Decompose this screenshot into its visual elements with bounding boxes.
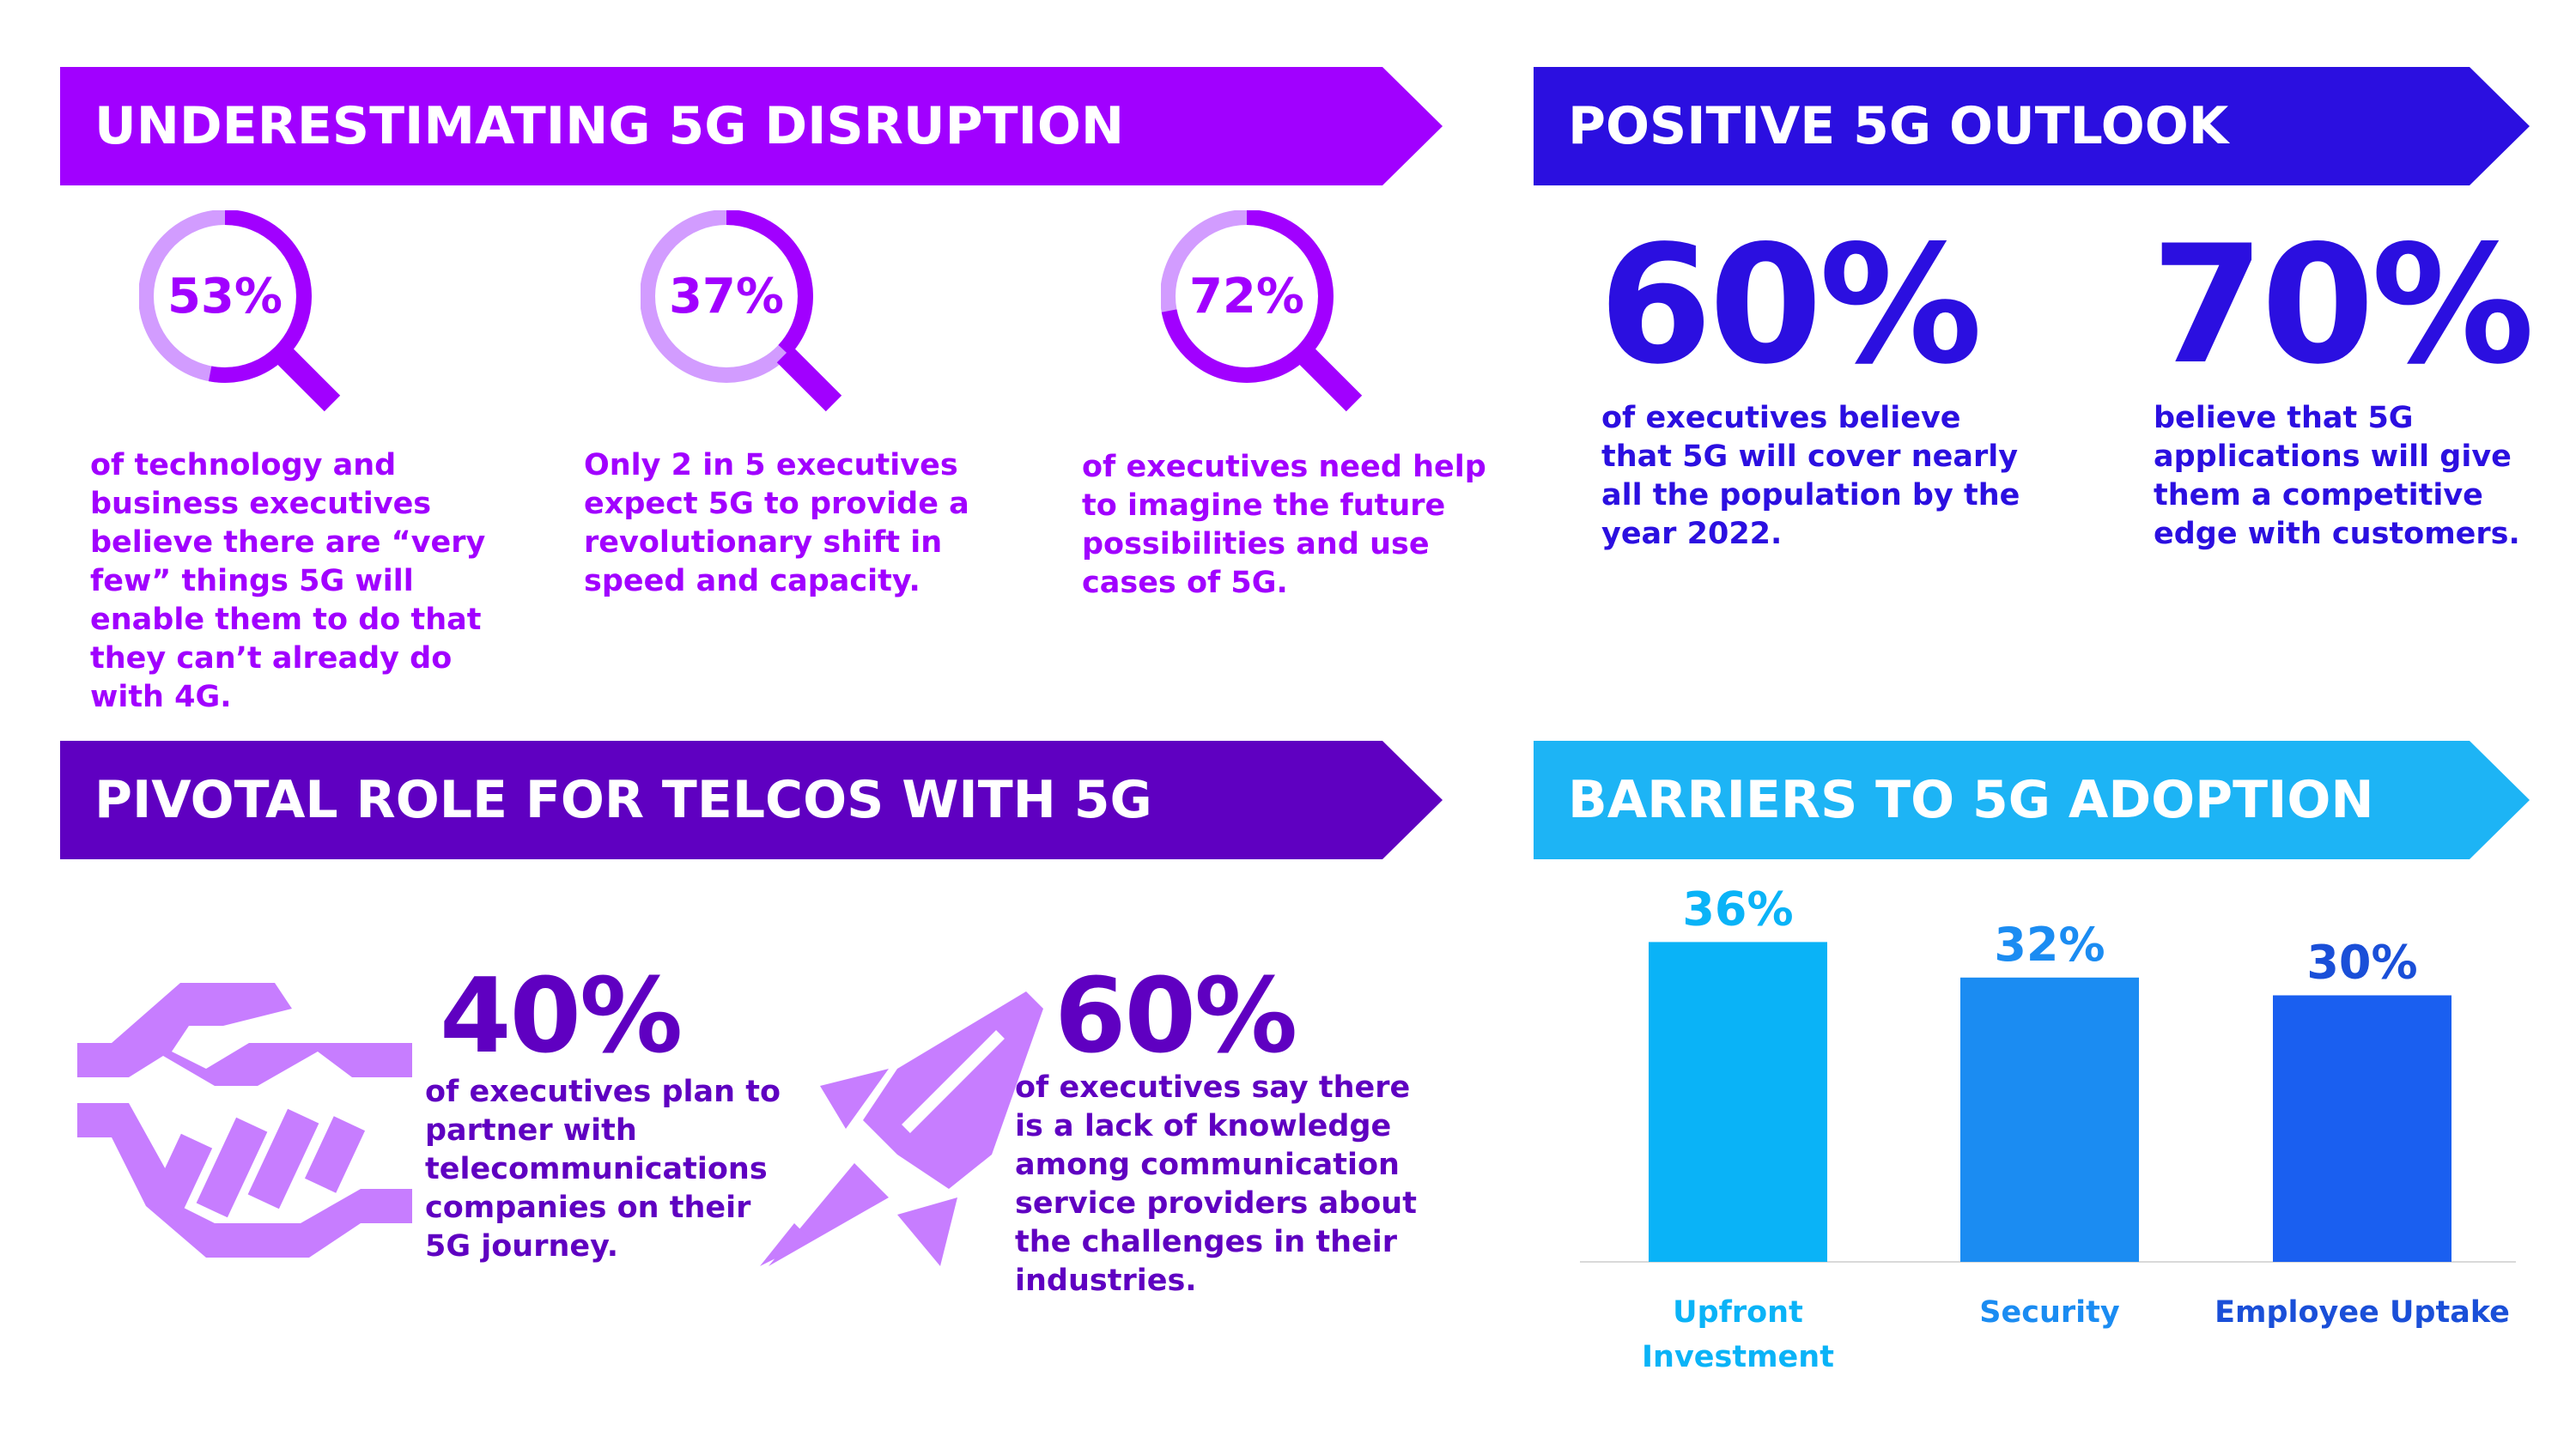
desc-line: of technology and: [90, 448, 397, 482]
desc-line: companies on their: [425, 1191, 751, 1225]
desc-line: of executives plan to: [425, 1075, 781, 1109]
banner-title: POSITIVE 5G OUTLOOK: [1568, 96, 2229, 156]
desc-line: business executives: [90, 487, 432, 521]
telcos-60-percent: 60%: [1054, 957, 1297, 1076]
desc-line: the challenges in their: [1015, 1225, 1398, 1259]
magnifier-icon: [138, 209, 341, 412]
desc-line: 5G journey.: [425, 1229, 619, 1264]
desc-line: applications will give: [2154, 440, 2512, 474]
desc-line: they can’t already do: [90, 641, 453, 676]
desc-line: industries.: [1015, 1264, 1197, 1298]
desc-line: is a lack of knowledge: [1015, 1109, 1392, 1143]
barriers-bar-chart: 36% Upfront Investment 32% Security 30% Employ…: [1580, 882, 2516, 1374]
banner-outlook: POSITIVE 5G OUTLOOK: [1534, 67, 2530, 185]
outlook-60-description: of executives believe that 5G will cover…: [1601, 399, 2020, 554]
magnifier-icon: [640, 209, 842, 412]
bar-value-label: 36%: [1682, 882, 1793, 936]
arrow-banner-shape: [1534, 67, 2530, 185]
desc-line: believe there are “very: [90, 525, 486, 560]
category-label: Security: [1979, 1295, 2120, 1330]
magnifier-icon: [1160, 209, 1363, 412]
arrow-banner-shape: [60, 741, 1443, 859]
desc-line: cases of 5G.: [1082, 566, 1288, 600]
stat-37-magnifier: 37%: [640, 209, 855, 425]
telcos-40-percent: 40%: [440, 957, 683, 1076]
bar-0: [1649, 942, 1827, 1262]
bar-value-label: 32%: [1994, 918, 2105, 972]
banner-underestimating: UNDERESTIMATING 5G DISRUPTION: [60, 67, 1443, 185]
telcos-60-description: of executives say there is a lack of kno…: [1015, 1069, 1417, 1300]
stat-percent: 37%: [668, 268, 785, 324]
stat-72-description: of executives need help to imagine the f…: [1082, 448, 1486, 603]
banner-barriers: BARRIERS TO 5G ADOPTION: [1534, 741, 2530, 859]
desc-line: telecommunications: [425, 1152, 768, 1186]
desc-line: partner with: [425, 1113, 637, 1148]
bar-1: [1960, 977, 2139, 1262]
telcos-40-description: of executives plan to partner with telec…: [425, 1073, 781, 1266]
banner-telcos: PIVOTAL ROLE FOR TELCOS WITH 5G: [60, 741, 1443, 859]
banner-title: BARRIERS TO 5G ADOPTION: [1568, 770, 2374, 830]
desc-line: speed and capacity.: [584, 564, 920, 598]
category-label: Employee Uptake: [2215, 1295, 2510, 1330]
desc-line: service providers about: [1015, 1186, 1417, 1221]
stat-percent: 72%: [1188, 268, 1305, 324]
desc-line: of executives say there: [1015, 1070, 1411, 1105]
rocket-icon: [760, 991, 1043, 1266]
handshake-icon: [77, 983, 412, 1258]
arrow-banner-shape: [1534, 741, 2530, 859]
desc-line: edge with customers.: [2154, 517, 2520, 551]
outlook-60-percent: 60%: [1599, 210, 1983, 400]
desc-line: few” things 5G will: [90, 564, 414, 598]
arrow-banner-shape: [60, 67, 1443, 185]
desc-line: that 5G will cover nearly: [1601, 440, 2019, 474]
bar-value-label: 30%: [2306, 936, 2417, 990]
banner-title: PIVOTAL ROLE FOR TELCOS WITH 5G: [94, 770, 1152, 830]
stat-53-description: of technology and business executives be…: [90, 446, 485, 717]
stat-percent: 53%: [167, 268, 283, 324]
stat-72-magnifier: 72%: [1160, 209, 1376, 425]
desc-line: expect 5G to provide a: [584, 487, 969, 521]
outlook-70-percent: 70%: [2151, 210, 2535, 400]
desc-line: year 2022.: [1601, 517, 1783, 551]
desc-line: possibilities and use: [1082, 527, 1430, 561]
desc-line: of executives need help: [1082, 450, 1486, 484]
desc-line: revolutionary shift in: [584, 525, 943, 560]
stat-37-description: Only 2 in 5 executives expect 5G to prov…: [584, 446, 969, 601]
desc-line: of executives believe: [1601, 401, 1961, 435]
stat-53-magnifier: 53%: [138, 209, 354, 425]
desc-line: all the population by the: [1601, 478, 2020, 512]
desc-line: enable them to do that: [90, 603, 482, 637]
outlook-70-description: believe that 5G applications will give t…: [2154, 399, 2520, 554]
category-label: Upfront: [1673, 1295, 1803, 1330]
desc-line: to imagine the future: [1082, 488, 1446, 523]
desc-line: among communication: [1015, 1148, 1400, 1182]
desc-line: believe that 5G: [2154, 401, 2414, 435]
banner-title: UNDERESTIMATING 5G DISRUPTION: [94, 96, 1125, 156]
bar-2: [2273, 995, 2451, 1262]
desc-line: with 4G.: [90, 680, 232, 714]
desc-line: them a competitive: [2154, 478, 2483, 512]
desc-line: Only 2 in 5 executives: [584, 448, 958, 482]
category-label: Investment: [1642, 1340, 1834, 1374]
